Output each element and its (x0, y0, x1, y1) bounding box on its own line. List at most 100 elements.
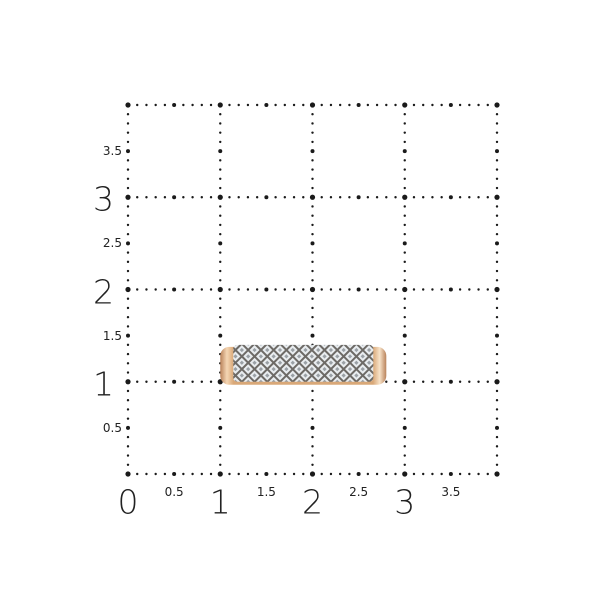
grid-dot (495, 417, 499, 420)
grid-dot (292, 103, 296, 107)
grid-dot (403, 306, 406, 310)
grid-dot (228, 103, 231, 107)
grid-dot (486, 103, 489, 107)
grid-dot (468, 472, 471, 476)
grid-dot (219, 214, 222, 217)
grid-dot (366, 196, 370, 199)
grid-dot (394, 380, 397, 383)
grid-dot (394, 472, 397, 476)
grid-dot (274, 103, 277, 107)
grid-dot (228, 472, 231, 476)
grid-dot (394, 196, 397, 199)
x-axis-label: 3 (394, 482, 416, 522)
grid-dot (264, 103, 269, 107)
grid-dot (468, 288, 471, 291)
grid-dot (495, 149, 499, 154)
grid-dot (495, 371, 499, 374)
x-axis-label: 3.5 (441, 485, 461, 499)
grid-dot (209, 288, 213, 291)
grid-dot (477, 472, 480, 476)
grid-dot (136, 103, 139, 107)
grid-dot (402, 194, 408, 200)
grid-dot (219, 389, 222, 393)
grid-dot (125, 379, 131, 385)
grid-dot (126, 159, 130, 162)
grid-dot (219, 251, 222, 254)
grid-dot (191, 380, 194, 383)
grid-dot (403, 131, 406, 134)
grid-dot (191, 472, 194, 476)
grid-dot (219, 435, 222, 439)
grid-dot (219, 325, 222, 328)
grid-dot (219, 445, 222, 448)
grid-dot (495, 232, 499, 236)
grid-dot (191, 196, 194, 199)
grid-dot (182, 196, 185, 199)
grid-dot (264, 195, 269, 200)
grid-dot (126, 454, 130, 457)
grid-dot (163, 196, 167, 199)
grid-dot (311, 251, 314, 254)
x-axis-label: 0 (117, 482, 139, 522)
grid-dot (329, 196, 333, 199)
grid-dot (495, 269, 499, 273)
grid-dot (136, 196, 139, 199)
grid-dot (440, 380, 443, 383)
grid-dot (311, 223, 314, 227)
grid-dot (375, 472, 379, 476)
grid-dot (145, 288, 148, 291)
grid-dot (172, 103, 177, 107)
grid-dot (219, 463, 222, 466)
grid-dot (126, 417, 130, 420)
grid-dot (246, 472, 250, 476)
grid-dot (311, 417, 314, 420)
grid-dot (403, 315, 406, 319)
grid-dot (154, 288, 157, 291)
grid-dot (311, 306, 314, 310)
grid-dot (403, 362, 406, 365)
grid-dot (366, 288, 370, 291)
grid-dot (126, 122, 130, 125)
grid-dot (274, 472, 277, 476)
grid-dot (311, 159, 314, 162)
grid-dot (468, 103, 471, 107)
grid-dot (126, 435, 130, 439)
grid-dot (403, 454, 406, 457)
grid-dot (403, 343, 406, 347)
grid-dot (486, 380, 489, 383)
grid-dot (219, 279, 222, 282)
grid-dot (219, 131, 222, 134)
grid-dot (402, 379, 408, 385)
grid-dot (283, 288, 287, 291)
grid-dot (283, 196, 287, 199)
grid-dot (219, 454, 222, 457)
y-axis-label: 2.5 (102, 236, 122, 251)
grid-dot (255, 103, 259, 107)
grid-dot (403, 205, 406, 208)
grid-dot (309, 471, 316, 477)
grid-dot (219, 232, 222, 236)
grid-dot (217, 286, 223, 293)
grid-dot (329, 288, 333, 291)
grid-dot (311, 297, 314, 300)
grid-dot (126, 306, 130, 310)
grid-dot (495, 223, 499, 227)
grid-dot (126, 343, 130, 347)
x-axis-label: 1.5 (256, 485, 276, 499)
grid-dot (125, 102, 131, 108)
grid-dot (255, 472, 259, 476)
grid-dot (126, 232, 130, 236)
grid-dot (255, 288, 259, 291)
grid-dot (311, 205, 314, 208)
grid-dot (311, 279, 314, 282)
grid-dot (477, 103, 480, 107)
grid-dot (385, 196, 388, 199)
grid-dot (255, 196, 259, 199)
grid-dot (218, 149, 223, 154)
grid-dot (495, 279, 499, 282)
grid-dot (219, 343, 222, 347)
grid-dot (348, 288, 351, 291)
grid-dot (495, 343, 499, 347)
ring-pave-stones (233, 344, 374, 382)
grid-dot (311, 113, 314, 116)
